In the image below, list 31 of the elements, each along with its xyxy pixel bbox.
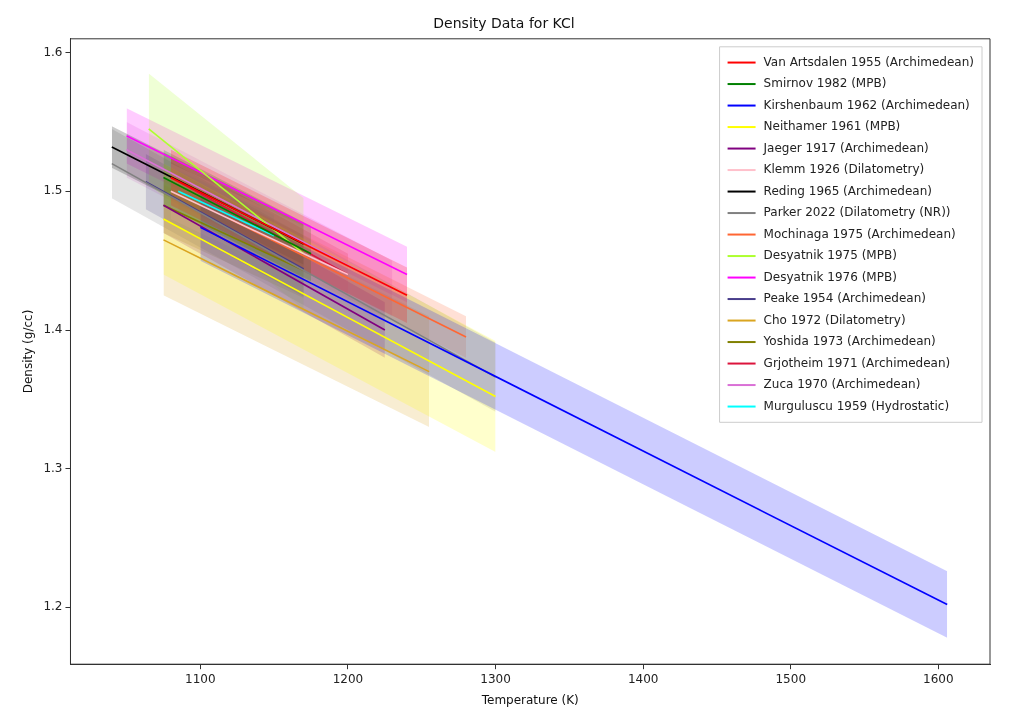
y-tick-label: 1.3	[43, 460, 63, 475]
legend-label: Grjotheim 1971 (Archimedean)	[763, 355, 951, 370]
legend-label: Parker 2022 (Dilatometry (NR))	[763, 205, 951, 220]
legend-label: Smirnov 1982 (MPB)	[763, 76, 887, 91]
x-tick-label: 1200	[332, 671, 364, 686]
x-tick-label: 1600	[923, 671, 954, 686]
y-tick-label: 1.5	[43, 183, 63, 198]
legend-label: Klemm 1926 (Dilatometry)	[763, 162, 925, 177]
legend-label: Zuca 1970 (Archimedean)	[763, 377, 921, 392]
y-tick-label: 1.2	[43, 599, 63, 614]
x-tick-label: 1500	[775, 671, 807, 686]
y-tick-label: 1.6	[43, 44, 63, 59]
x-tick-label: 1100	[185, 671, 216, 686]
legend-label: Mochinaga 1975 (Archimedean)	[763, 226, 956, 241]
legend-label: Neithamer 1961 (MPB)	[763, 119, 901, 134]
legend-label: Murguluscu 1959 (Hydrostatic)	[763, 398, 950, 413]
y-axis-title: Density (g/cc)	[21, 309, 36, 394]
x-tick-label: 1300	[480, 671, 511, 686]
legend-label: Yoshida 1973 (Archimedean)	[762, 334, 936, 349]
legend-label: Cho 1972 (Dilatometry)	[763, 312, 906, 327]
y-tick-label: 1.4	[43, 322, 63, 337]
legend-label: Desyatnik 1975 (MPB)	[763, 248, 897, 263]
x-tick-label: 1400	[627, 671, 659, 686]
legend-label: Jaeger 1917 (Archimedean)	[762, 140, 929, 155]
legend-label: Peake 1954 (Archimedean)	[763, 291, 927, 306]
legend-label: Van Artsdalen 1955 (Archimedean)	[763, 54, 974, 69]
legend-label: Reding 1965 (Archimedean)	[763, 183, 932, 198]
chart-title: Density Data for KCl	[433, 15, 575, 32]
legend-label: Desyatnik 1976 (MPB)	[763, 269, 897, 284]
x-axis-title: Temperature (K)	[480, 692, 579, 707]
legend-label: Kirshenbaum 1962 (Archimedean)	[763, 97, 970, 112]
